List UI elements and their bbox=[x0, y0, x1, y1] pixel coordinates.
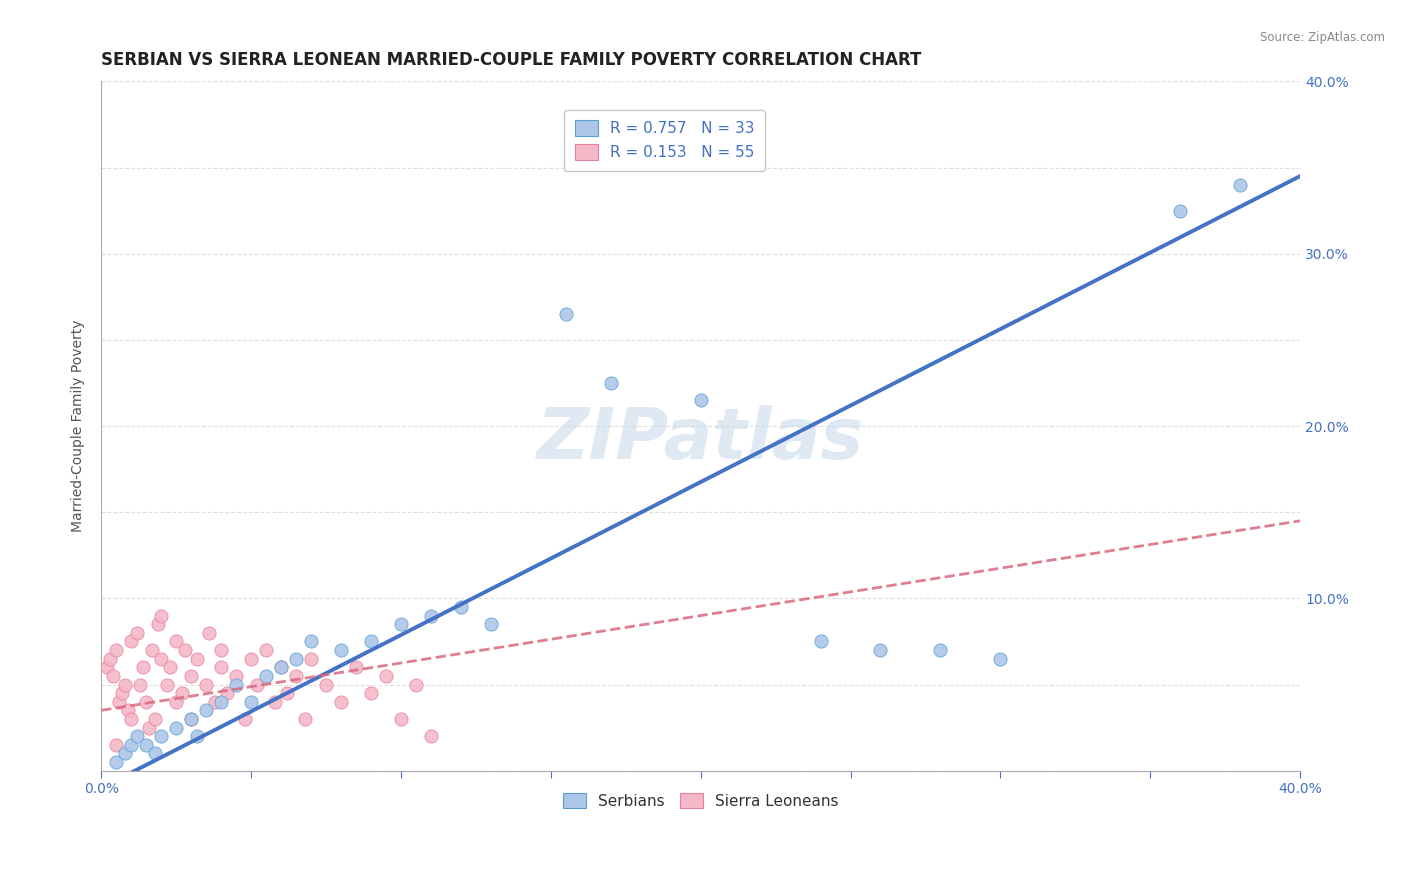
Text: ZIPatlas: ZIPatlas bbox=[537, 405, 865, 475]
Point bbox=[120, 738, 142, 752]
Point bbox=[98, 651, 121, 665]
Point bbox=[108, 695, 131, 709]
Point bbox=[111, 686, 134, 700]
Point bbox=[105, 643, 128, 657]
Point bbox=[195, 703, 218, 717]
Point bbox=[143, 747, 166, 761]
Point bbox=[186, 651, 208, 665]
Point bbox=[419, 608, 441, 623]
Point bbox=[344, 660, 367, 674]
Point bbox=[96, 660, 118, 674]
Point bbox=[929, 643, 952, 657]
Point bbox=[240, 651, 263, 665]
Point bbox=[156, 677, 179, 691]
Point bbox=[419, 729, 441, 743]
Point bbox=[138, 721, 160, 735]
Y-axis label: Married-Couple Family Poverty: Married-Couple Family Poverty bbox=[72, 319, 86, 533]
Point bbox=[204, 695, 226, 709]
Point bbox=[233, 712, 256, 726]
Point bbox=[165, 695, 187, 709]
Point bbox=[146, 617, 169, 632]
Point bbox=[389, 712, 412, 726]
Point bbox=[285, 669, 308, 683]
Point bbox=[299, 634, 322, 648]
Point bbox=[294, 712, 316, 726]
Point bbox=[330, 643, 353, 657]
Point bbox=[599, 376, 621, 390]
Point bbox=[165, 721, 187, 735]
Point bbox=[195, 677, 218, 691]
Point bbox=[172, 686, 194, 700]
Point bbox=[150, 651, 173, 665]
Point bbox=[135, 738, 157, 752]
Point bbox=[264, 695, 287, 709]
Point bbox=[117, 703, 139, 717]
Point bbox=[389, 617, 412, 632]
Point bbox=[132, 660, 155, 674]
Point bbox=[240, 695, 263, 709]
Point bbox=[198, 625, 221, 640]
Point bbox=[270, 660, 292, 674]
Point bbox=[479, 617, 502, 632]
Point bbox=[159, 660, 181, 674]
Point bbox=[276, 686, 298, 700]
Point bbox=[869, 643, 891, 657]
Point bbox=[405, 677, 427, 691]
Point bbox=[360, 634, 382, 648]
Point bbox=[120, 634, 142, 648]
Point bbox=[554, 307, 576, 321]
Point bbox=[114, 747, 136, 761]
Point bbox=[270, 660, 292, 674]
Legend: Serbians, Sierra Leoneans: Serbians, Sierra Leoneans bbox=[557, 787, 845, 814]
Point bbox=[225, 669, 247, 683]
Point bbox=[374, 669, 396, 683]
Point bbox=[217, 686, 239, 700]
Point bbox=[127, 729, 149, 743]
Point bbox=[360, 686, 382, 700]
Point bbox=[330, 695, 353, 709]
Point bbox=[689, 393, 711, 408]
Point bbox=[105, 738, 128, 752]
Point bbox=[150, 608, 173, 623]
Point bbox=[165, 634, 187, 648]
Text: Source: ZipAtlas.com: Source: ZipAtlas.com bbox=[1260, 31, 1385, 45]
Point bbox=[810, 634, 832, 648]
Point bbox=[299, 651, 322, 665]
Point bbox=[225, 677, 247, 691]
Point bbox=[186, 729, 208, 743]
Point bbox=[174, 643, 197, 657]
Point bbox=[180, 669, 202, 683]
Point bbox=[315, 677, 337, 691]
Point bbox=[988, 651, 1011, 665]
Point bbox=[209, 660, 232, 674]
Point bbox=[1229, 178, 1251, 192]
Point bbox=[450, 599, 472, 614]
Point bbox=[209, 643, 232, 657]
Point bbox=[180, 712, 202, 726]
Point bbox=[120, 712, 142, 726]
Point bbox=[135, 695, 157, 709]
Point bbox=[150, 729, 173, 743]
Point bbox=[209, 695, 232, 709]
Point bbox=[103, 669, 125, 683]
Point bbox=[127, 625, 149, 640]
Point bbox=[180, 712, 202, 726]
Point bbox=[254, 643, 277, 657]
Point bbox=[246, 677, 269, 691]
Point bbox=[285, 651, 308, 665]
Point bbox=[1168, 203, 1191, 218]
Point bbox=[254, 669, 277, 683]
Text: SERBIAN VS SIERRA LEONEAN MARRIED-COUPLE FAMILY POVERTY CORRELATION CHART: SERBIAN VS SIERRA LEONEAN MARRIED-COUPLE… bbox=[101, 51, 921, 69]
Point bbox=[105, 755, 128, 769]
Point bbox=[114, 677, 136, 691]
Point bbox=[129, 677, 152, 691]
Point bbox=[143, 712, 166, 726]
Point bbox=[141, 643, 163, 657]
